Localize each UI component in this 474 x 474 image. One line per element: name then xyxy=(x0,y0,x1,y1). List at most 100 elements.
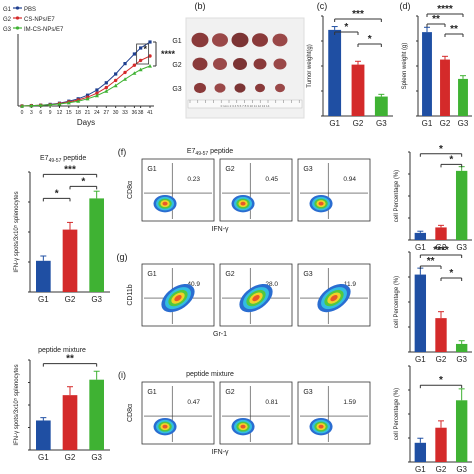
g-bar-g1 xyxy=(414,274,427,352)
d-significance-mark: ** xyxy=(450,24,458,35)
a-legend-group-2: G3 xyxy=(3,27,12,33)
i-panel-label: (i) xyxy=(118,370,126,380)
e2-bar-g2 xyxy=(62,395,78,450)
a-point xyxy=(138,67,143,72)
e2-x-tick-label: G2 xyxy=(65,453,76,462)
f-density-contour-4 xyxy=(240,201,246,206)
f-plot-frame-g1 xyxy=(141,158,215,222)
f-y-axis-label: cell Percentage (%) xyxy=(394,170,400,222)
a-x-tick-label: 24 xyxy=(94,110,100,116)
h-bar-g3 xyxy=(455,400,468,462)
g-significance-mark: ** xyxy=(427,256,435,267)
b-tumor xyxy=(255,83,265,93)
e1-title-subscript: 49-57 xyxy=(49,158,62,164)
i-quadrant-value-0: 0.47 xyxy=(187,399,200,406)
b-row-label-g1: G1 xyxy=(172,38,181,45)
a-point xyxy=(113,83,118,88)
i-plot-group-label: G2 xyxy=(225,389,234,396)
c-significance-mark: * xyxy=(368,34,372,45)
a-point xyxy=(132,52,136,56)
a-point xyxy=(114,72,118,76)
a-point xyxy=(123,62,127,66)
e1-x-tick-label: G1 xyxy=(38,295,49,304)
e2-significance-mark: ** xyxy=(66,354,74,365)
a-x-tick-label: 27 xyxy=(104,110,110,116)
a-point xyxy=(132,63,137,67)
f-density-contour-4 xyxy=(318,201,324,206)
f-plot-frame-g2 xyxy=(219,158,293,222)
g-significance-mark: * xyxy=(449,268,453,279)
d-bar-g2 xyxy=(440,59,450,116)
f-bar-g2 xyxy=(435,227,447,240)
a-legend-label-0: PBS xyxy=(24,7,36,13)
e1-bar-g3 xyxy=(89,198,104,292)
h-x-tick-label: G1 xyxy=(415,465,426,474)
d-bar-g3 xyxy=(458,78,468,116)
b-panel-label: (b) xyxy=(195,1,206,11)
i-flow-title: peptide mixture xyxy=(186,371,234,378)
g-quadrant-value-1: 28.0 xyxy=(265,281,278,288)
d-panel-label: (d) xyxy=(400,1,411,11)
d-x-tick-label: G2 xyxy=(440,119,451,128)
f-x-tick-label: G1 xyxy=(415,243,426,252)
a-series-line-1 xyxy=(21,55,151,107)
d-x-tick-label: G1 xyxy=(422,119,433,128)
a-point xyxy=(123,70,127,75)
c-panel-label: (c) xyxy=(317,1,328,11)
d-significance-mark: **** xyxy=(437,4,453,15)
a-point xyxy=(66,100,71,105)
g-plot-group-label: G3 xyxy=(303,271,312,278)
d-significance-mark: ** xyxy=(432,14,440,25)
e2-x-tick-label: G3 xyxy=(91,453,102,462)
f-plot-group-label: G3 xyxy=(303,166,312,173)
d-x-tick-label: G3 xyxy=(458,119,469,128)
a-legend-group-1: G2 xyxy=(3,17,12,23)
g-quadrant-value-0: 40.9 xyxy=(187,281,200,288)
i-plot-group-label: G3 xyxy=(303,389,312,396)
g-density-contour-4 xyxy=(330,294,338,302)
f-significance-mark: * xyxy=(449,154,453,165)
a-point xyxy=(38,103,43,107)
i-density-contour-4 xyxy=(318,424,324,429)
a-highlight-box xyxy=(136,43,150,65)
i-plot-frame-g1 xyxy=(141,381,215,445)
i-quadrant-value-1: 0.81 xyxy=(265,399,278,406)
b-tumor xyxy=(212,33,228,47)
c-bar-g2 xyxy=(351,64,365,116)
f-x-tick-label: G3 xyxy=(456,243,467,252)
h-y-axis-label: cell Percentage (%) xyxy=(394,388,400,440)
a-point xyxy=(148,64,152,68)
i-plot-group-label: G1 xyxy=(147,389,156,396)
c-bar-g3 xyxy=(374,96,388,116)
g-x-tick-label: G1 xyxy=(415,355,426,364)
f-title-tail: peptide xyxy=(208,148,233,155)
b-tumor xyxy=(194,82,206,94)
a-x-axis-label: Days xyxy=(77,118,95,127)
e1-chart-title: E749-57 peptide xyxy=(40,155,86,164)
a-point xyxy=(104,89,109,93)
e1-x-tick-label: G3 xyxy=(91,295,102,304)
c-y-axis-label: Tumor weight(g) xyxy=(307,44,313,87)
e2-x-tick-label: G1 xyxy=(38,453,49,462)
a-x-tick-label: 15 xyxy=(66,110,72,116)
a-x-tick-label: 18 xyxy=(75,110,81,116)
a-legend-marker-2 xyxy=(15,26,20,30)
a-point xyxy=(29,103,34,108)
a-point xyxy=(132,71,137,75)
h-x-tick-label: G3 xyxy=(456,465,467,474)
f-flow-y-label: CD8α xyxy=(127,181,134,199)
i-density-contour-4 xyxy=(162,424,168,429)
c-bar-g1 xyxy=(328,29,342,117)
a-point xyxy=(76,99,81,103)
a-point xyxy=(85,96,90,101)
h-x-tick-label: G2 xyxy=(436,465,447,474)
e1-significance-mark: *** xyxy=(64,164,76,175)
f-plot-group-label: G1 xyxy=(147,166,156,173)
f-panel-label: (f) xyxy=(118,147,127,157)
a-point xyxy=(139,46,143,50)
g-y-axis-label: cell Percentage (%) xyxy=(394,276,400,328)
f-density-contour-4 xyxy=(162,201,168,206)
d-y-axis-label: Spleen weight (g) xyxy=(402,43,408,90)
b-tumor xyxy=(252,33,268,47)
e1-x-tick-label: G2 xyxy=(65,295,76,304)
